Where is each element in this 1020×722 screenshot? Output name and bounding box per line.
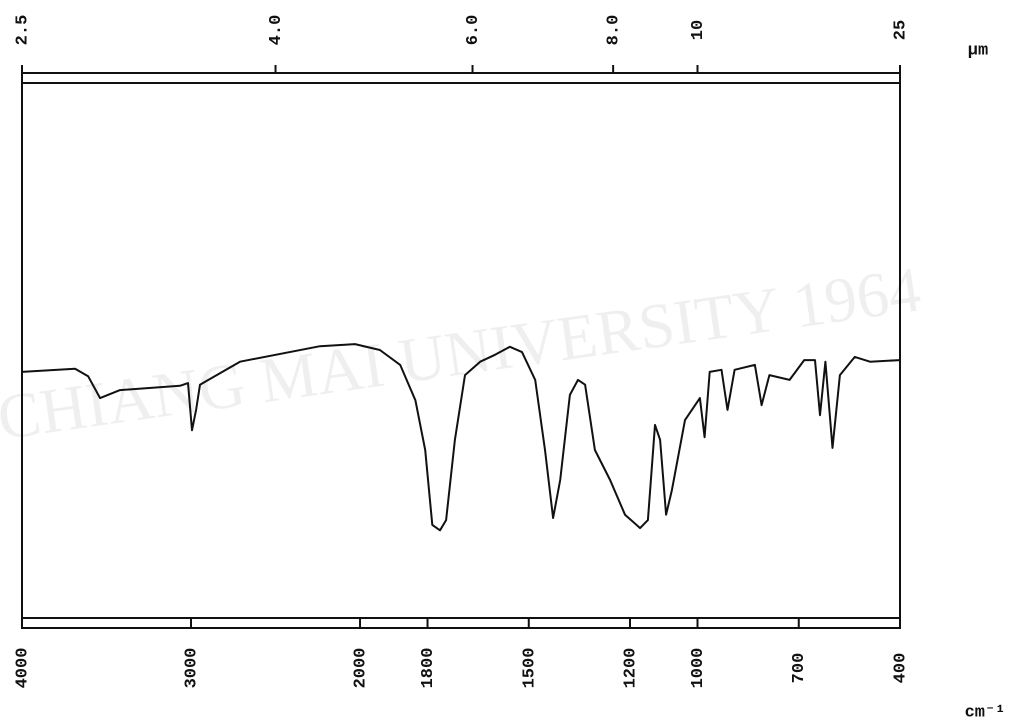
x-tick-label: 4000	[13, 648, 32, 689]
x2-tick-label: 25	[891, 20, 910, 40]
x-tick-label: 1500	[520, 648, 539, 689]
x-axis-unit: cm⁻¹	[965, 703, 1006, 722]
chart: CHIANG MAI UNIVERSITY 1964 cm⁻¹ µm 4000 3…	[0, 0, 1020, 722]
x-tick-label: 1200	[621, 648, 640, 689]
x2-tick-label: 4.0	[267, 15, 286, 46]
x-tick-label: 1800	[419, 648, 438, 689]
x2-axis-unit: µm	[968, 41, 988, 60]
watermark: CHIANG MAI UNIVERSITY 1964	[0, 253, 925, 453]
x2-tick-label: 2.5	[13, 15, 32, 46]
x-tick-label: 1000	[689, 648, 708, 689]
x-tick-label: 2000	[352, 648, 371, 689]
x-tick-label: 400	[891, 653, 910, 684]
x2-tick-label: 10	[689, 20, 708, 40]
x-tick-label: 700	[790, 653, 809, 684]
x2-tick-label: 6.0	[464, 15, 483, 46]
x-tick-label: 3000	[182, 648, 201, 689]
x2-tick-label: 8.0	[605, 15, 624, 46]
